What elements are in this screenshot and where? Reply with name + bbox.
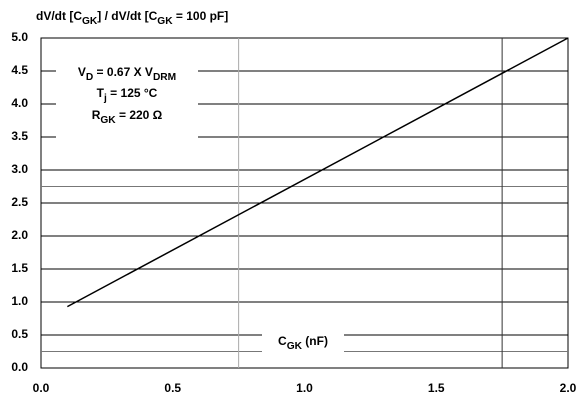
x-tick-label: 0.5 bbox=[164, 381, 181, 395]
y-tick-label: 2.0 bbox=[11, 228, 28, 242]
chart-title-part: ] / dV/dt [C bbox=[97, 9, 157, 23]
x-tick-label: 0.0 bbox=[33, 381, 50, 395]
annotation-part: = 0.67 X V bbox=[93, 65, 153, 79]
chart-title-part: = 100 pF] bbox=[173, 9, 229, 23]
chart-title-part: GK bbox=[82, 16, 98, 27]
x-axis-label-part: (nF) bbox=[302, 334, 328, 348]
y-tick-label: 1.5 bbox=[11, 261, 28, 275]
chart-title-part: dV/dt [C bbox=[36, 9, 82, 23]
annotation: RGK = 220 Ω bbox=[92, 108, 163, 126]
annotation-part: V bbox=[78, 65, 86, 79]
annotation-part: = 125 °C bbox=[107, 86, 158, 100]
y-tick-label: 3.0 bbox=[11, 162, 28, 176]
annotation-box bbox=[56, 52, 198, 148]
xlabel-box bbox=[262, 330, 344, 354]
x-tick-label: 2.0 bbox=[560, 381, 577, 395]
y-tick-label: 3.5 bbox=[11, 129, 28, 143]
y-tick-label: 4.5 bbox=[11, 63, 28, 77]
x-axis-label-part: GK bbox=[287, 341, 303, 352]
annotation-part: j bbox=[103, 93, 107, 104]
annotation-part: = 220 Ω bbox=[116, 108, 163, 122]
y-tick-label: 2.5 bbox=[11, 195, 28, 209]
annotation-part: GK bbox=[100, 115, 116, 126]
x-tick-label: 1.5 bbox=[428, 381, 445, 395]
chart-title: dV/dt [CGK] / dV/dt [CGK = 100 pF] bbox=[36, 9, 228, 27]
annotation-part: R bbox=[92, 108, 101, 122]
chart-title-part: GK bbox=[157, 16, 173, 27]
x-tick-label: 1.0 bbox=[296, 381, 313, 395]
x-axis-label: CGK (nF) bbox=[278, 334, 328, 352]
annotation-part: D bbox=[86, 72, 93, 83]
y-tick-label: 5.0 bbox=[11, 30, 28, 44]
annotation-part: DRM bbox=[153, 72, 176, 83]
y-tick-label: 0.5 bbox=[11, 327, 28, 341]
y-tick-label: 4.0 bbox=[11, 96, 28, 110]
annotation: VD = 0.67 X VDRM bbox=[78, 65, 176, 83]
y-tick-label: 1.0 bbox=[11, 294, 28, 308]
annotation: Tj = 125 °C bbox=[97, 86, 158, 104]
annotation-part: T bbox=[97, 86, 105, 100]
y-tick-label: 0.0 bbox=[11, 360, 28, 374]
x-axis-label-part: C bbox=[278, 334, 287, 348]
data-line bbox=[66, 37, 569, 308]
